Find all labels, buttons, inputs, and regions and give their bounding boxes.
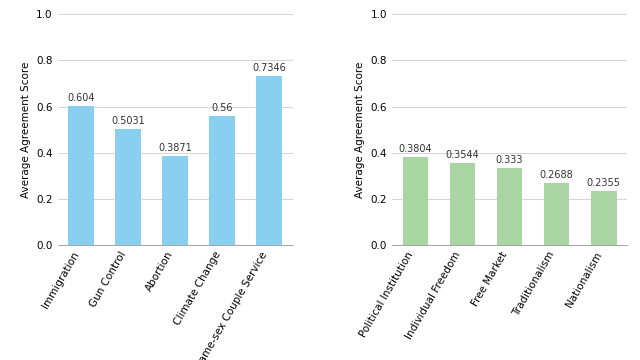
Bar (68, 105, 94, 245)
Bar (449, 163, 476, 245)
Text: 0.3544: 0.3544 (445, 150, 479, 161)
Bar (115, 129, 141, 245)
Bar (543, 183, 570, 245)
Text: 0.2355: 0.2355 (587, 178, 621, 188)
Text: 0.3871: 0.3871 (159, 143, 192, 153)
Bar (209, 116, 236, 245)
Text: 0.56: 0.56 (212, 103, 233, 113)
Y-axis label: Average Agreement Score: Average Agreement Score (20, 62, 31, 198)
Text: 0.2688: 0.2688 (540, 170, 573, 180)
Bar (257, 76, 282, 245)
Text: 0.604: 0.604 (67, 93, 95, 103)
Y-axis label: Average Agreement Score: Average Agreement Score (355, 62, 365, 198)
Text: 0.7346: 0.7346 (252, 63, 286, 73)
Text: 0.5031: 0.5031 (111, 116, 145, 126)
Bar (163, 156, 188, 245)
Bar (497, 168, 522, 245)
Bar (403, 157, 428, 245)
Text: 0.3804: 0.3804 (399, 144, 432, 154)
Text: 0.333: 0.333 (496, 155, 524, 165)
Bar (591, 190, 616, 245)
